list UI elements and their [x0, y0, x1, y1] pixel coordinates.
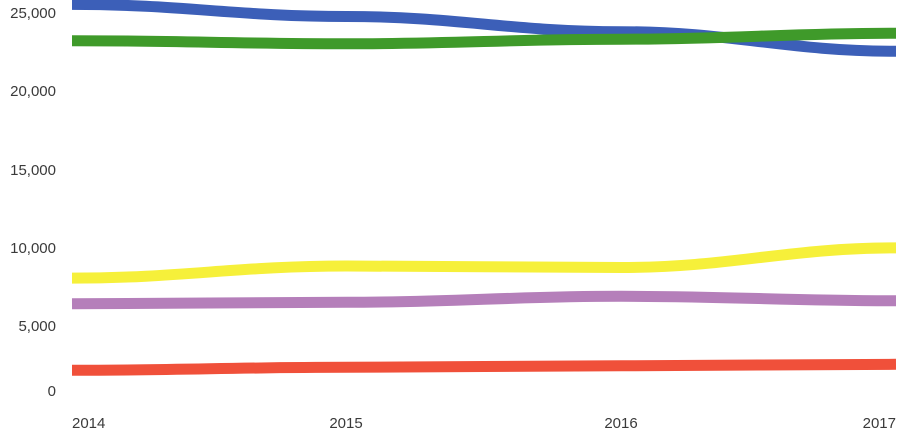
- series-line-5: [71, 358, 897, 376]
- y-axis-tick-labels: 0 5,000 10,000 15,000 20,000 25,000: [10, 5, 56, 400]
- series-lines: [71, 0, 897, 376]
- x-tick-label: 2017: [863, 415, 896, 432]
- y-tick-label: 20,000: [10, 83, 56, 100]
- x-tick-label: 2015: [329, 415, 362, 432]
- x-tick-label: 2016: [604, 415, 637, 432]
- x-axis-tick-labels: 2014 2015 2016 2017: [72, 415, 896, 432]
- y-tick-label: 5,000: [18, 318, 56, 335]
- y-tick-label: 0: [48, 383, 56, 400]
- y-tick-label: 25,000: [10, 5, 56, 22]
- series-line-4: [71, 290, 897, 310]
- series-line-3: [71, 242, 897, 284]
- x-tick-label: 2014: [72, 415, 105, 432]
- series-line-2: [71, 27, 897, 50]
- y-tick-label: 10,000: [10, 240, 56, 257]
- y-tick-label: 15,000: [10, 162, 56, 179]
